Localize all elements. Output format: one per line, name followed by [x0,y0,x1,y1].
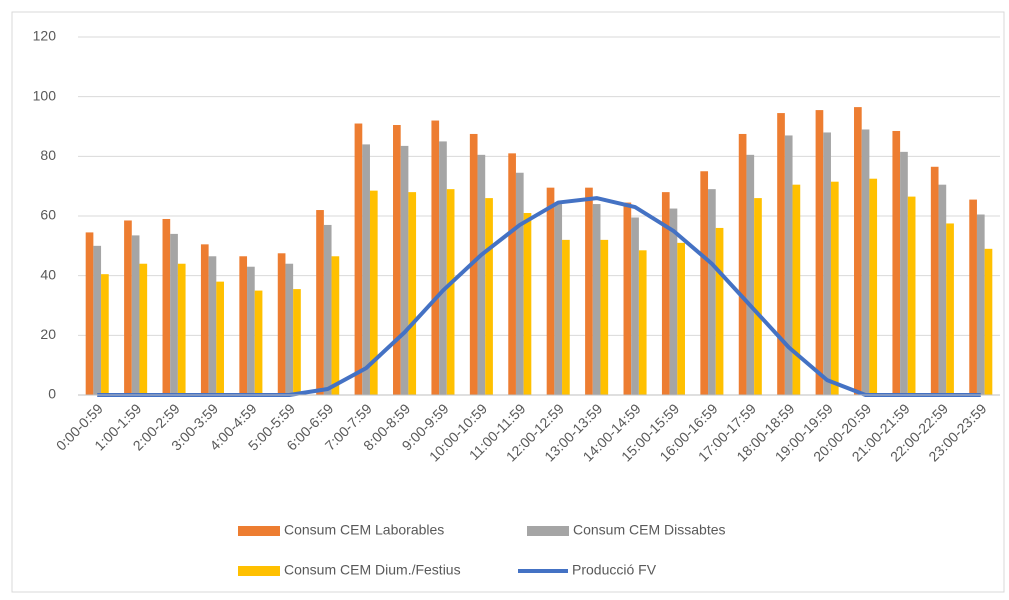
bar [139,263,148,395]
bar [892,130,901,395]
bar [754,198,762,395]
bar [669,208,678,395]
y-tick-label: 40 [40,266,56,282]
bar [93,245,102,395]
y-tick-label: 100 [33,87,57,103]
legend-swatch [527,526,569,536]
bar [331,256,340,395]
bar [976,214,985,395]
bar [316,210,324,395]
bar [984,248,993,395]
bar [861,129,870,395]
bar [239,256,248,395]
legend-swatch [238,566,280,576]
bar [938,184,947,395]
bar [216,281,224,395]
bar [523,213,532,395]
bar [200,244,209,395]
bar [208,256,217,395]
bar [354,123,363,396]
bar [439,141,447,395]
bar [677,242,685,395]
bar [446,189,455,395]
bar [592,204,601,395]
bar [508,153,516,395]
bar [277,253,286,395]
bar [408,192,417,395]
bar [485,198,493,395]
legend-label: Producció FV [572,562,657,578]
bar [823,132,831,395]
bar [815,110,824,395]
bar [124,220,132,395]
bar [170,233,178,395]
bar [777,113,785,395]
y-tick-label: 20 [40,326,56,342]
bar [477,154,486,395]
bar [631,217,639,395]
y-tick-label: 0 [48,386,56,402]
bar [177,263,186,395]
y-tick-label: 60 [40,207,56,223]
bar [907,196,916,395]
bar [792,184,801,395]
bar [746,154,755,395]
bar [700,171,709,395]
legend-label: Consum CEM Dium./Festius [284,562,461,578]
bar [285,263,294,395]
bar [293,289,301,395]
bar [562,239,570,395]
bar [131,235,140,395]
bar [362,144,370,395]
bar [784,135,793,395]
bar [431,120,440,396]
bar [162,218,171,395]
bar [247,266,255,395]
bar [585,187,593,395]
bar [969,199,977,395]
bar [369,190,378,395]
bar [554,204,563,395]
bar [323,224,332,395]
bar [515,172,524,395]
bar [930,166,939,395]
bar [101,274,109,395]
bar [546,187,555,395]
bar [85,232,94,395]
bar [738,133,747,396]
bar [638,250,647,395]
bar [900,151,908,395]
legend-label: Consum CEM Laborables [284,522,444,538]
legend-label: Consum CEM Dissabtes [573,522,726,538]
bar [400,145,409,395]
bar [854,107,862,395]
bar [623,202,632,395]
bar [708,189,716,395]
bar [661,192,670,395]
y-tick-label: 120 [33,28,57,44]
bar [946,223,954,395]
bar [254,290,263,395]
bar [393,125,401,395]
y-tick-label: 80 [40,147,56,163]
bar [600,239,609,395]
bar [869,178,878,395]
bar [715,227,724,395]
bar [830,181,839,395]
legend-swatch [238,526,280,536]
